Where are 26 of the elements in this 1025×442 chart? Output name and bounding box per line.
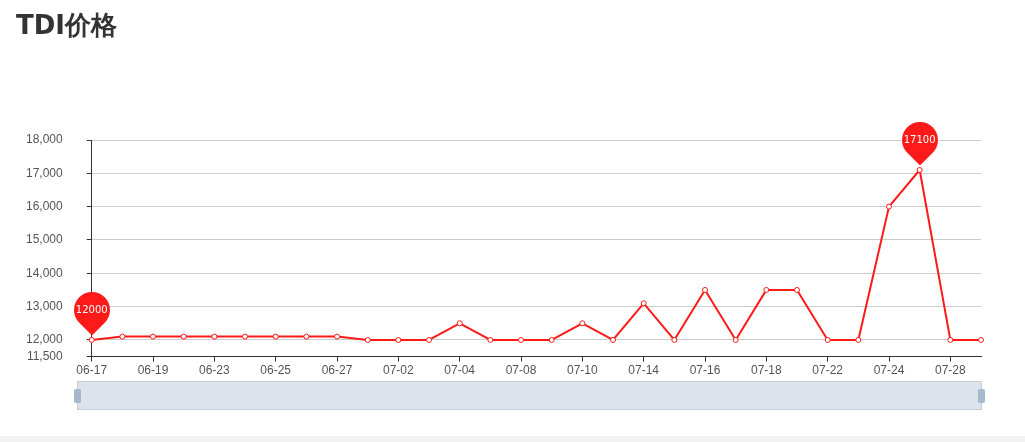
annotation: 12000 (74, 302, 109, 317)
x-tick-label: 07-16 (689, 363, 721, 378)
y-tick-label: 15,000 (26, 232, 64, 247)
x-tick-label: 07-28 (934, 363, 966, 378)
y-tick-label: 11,500 (26, 348, 64, 363)
y-tick-label: 16,000 (26, 198, 64, 213)
chart-title: TDI价格 (16, 9, 117, 42)
y-tick-label: 18,000 (26, 132, 64, 147)
x-tick-label: 06-27 (321, 363, 353, 378)
x-tick-label: 07-08 (505, 363, 537, 378)
x-tick-label: 06-19 (137, 363, 169, 378)
y-tick-label: 13,000 (26, 298, 64, 313)
x-tick-label: 07-18 (750, 363, 783, 378)
x-tick-label: 06-23 (199, 363, 231, 378)
y-tick-label: 17,000 (26, 165, 64, 180)
x-tick-label: 07-24 (873, 363, 905, 378)
y-tick-label: 12,000 (26, 332, 64, 347)
x-tick-label: 06-25 (260, 363, 292, 378)
x-tick-label: 07-14 (628, 363, 660, 378)
x-tick-label: 06-17 (76, 363, 108, 378)
x-tick-label: 07-22 (812, 363, 844, 378)
x-tick-label: 07-04 (444, 363, 476, 378)
y-tick-label: 14,000 (26, 265, 64, 280)
x-tick-label: 07-10 (567, 363, 599, 378)
x-tick-label: 07-02 (383, 363, 415, 378)
annotation: 17100 (902, 133, 937, 147)
